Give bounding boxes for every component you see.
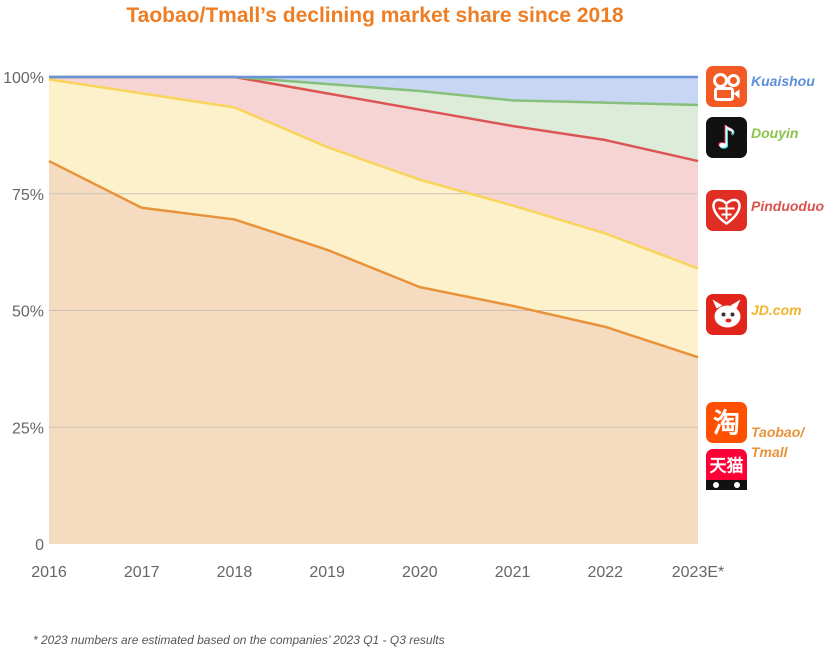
- legend-item-jd-com: JD.com: [706, 294, 802, 335]
- area-kuaishou: [49, 77, 698, 106]
- y-tick-label: 75%: [12, 187, 44, 204]
- x-axis-ticks: 2016 2017 2018 2019 2020 2021 2022 2023E*: [31, 564, 724, 581]
- taobao-icon: 淘: [706, 402, 747, 443]
- series-lines: [48, 75, 699, 359]
- footnote: * 2023 numbers are estimated based on th…: [33, 633, 445, 647]
- svg-text:♪: ♪: [716, 120, 735, 155]
- area-series: [49, 77, 698, 544]
- douyin-icon: ♪♪♪: [706, 117, 747, 158]
- legend-item-pinduoduo: Pinduoduo: [706, 190, 825, 231]
- svg-text:♪: ♪: [718, 122, 737, 157]
- area-douyin: [49, 77, 698, 162]
- legend: 淘天猫 Taobao/Tmall JD.com Pinduoduo ♪♪♪ Douyin K…: [706, 66, 825, 490]
- line-taobao-tmall: [48, 159, 699, 359]
- area-jd-com: [49, 79, 698, 358]
- legend-label: Kuaishou: [751, 73, 815, 89]
- legend-label: Pinduoduo: [751, 198, 825, 214]
- jd-icon: [706, 294, 747, 335]
- x-tick-label: 2020: [402, 564, 438, 581]
- x-tick-label: 2023E*: [672, 564, 725, 581]
- legend-label: Taobao/Tmall: [751, 424, 806, 460]
- svg-text:天猫: 天猫: [710, 456, 744, 477]
- svg-text:淘: 淘: [713, 409, 740, 440]
- legend-item-kuaishou: Kuaishou: [706, 66, 815, 107]
- legend-item-douyin: ♪♪♪ Douyin: [706, 117, 798, 158]
- y-tick-label: 0: [35, 537, 44, 554]
- y-axis-ticks: 0 25% 50% 75% 100%: [3, 70, 44, 554]
- x-tick-label: 2019: [309, 564, 345, 581]
- legend-item-taobao-tmall: 淘天猫 Taobao/Tmall: [706, 402, 806, 490]
- x-tick-label: 2022: [587, 564, 623, 581]
- x-tick-label: 2017: [124, 564, 160, 581]
- gridlines: [49, 193, 698, 428]
- area-pinduoduo: [49, 77, 698, 269]
- pinduoduo-icon: [706, 190, 747, 231]
- x-tick-label: 2016: [31, 564, 67, 581]
- x-tick-label: 2021: [495, 564, 531, 581]
- y-tick-label: 100%: [3, 70, 44, 87]
- tmall-icon: 天猫: [706, 449, 747, 490]
- chart-title: Taobao/Tmall’s declining market share si…: [126, 4, 624, 27]
- area-taobao-tmall: [49, 161, 698, 544]
- line-jd-com: [48, 78, 699, 270]
- kuaishou-icon: [706, 66, 747, 107]
- y-tick-label: 25%: [12, 420, 44, 437]
- legend-label: Douyin: [751, 125, 798, 141]
- x-tick-label: 2018: [217, 564, 253, 581]
- svg-text:♪: ♪: [717, 121, 736, 156]
- legend-label: JD.com: [751, 302, 802, 318]
- y-tick-label: 50%: [12, 304, 44, 321]
